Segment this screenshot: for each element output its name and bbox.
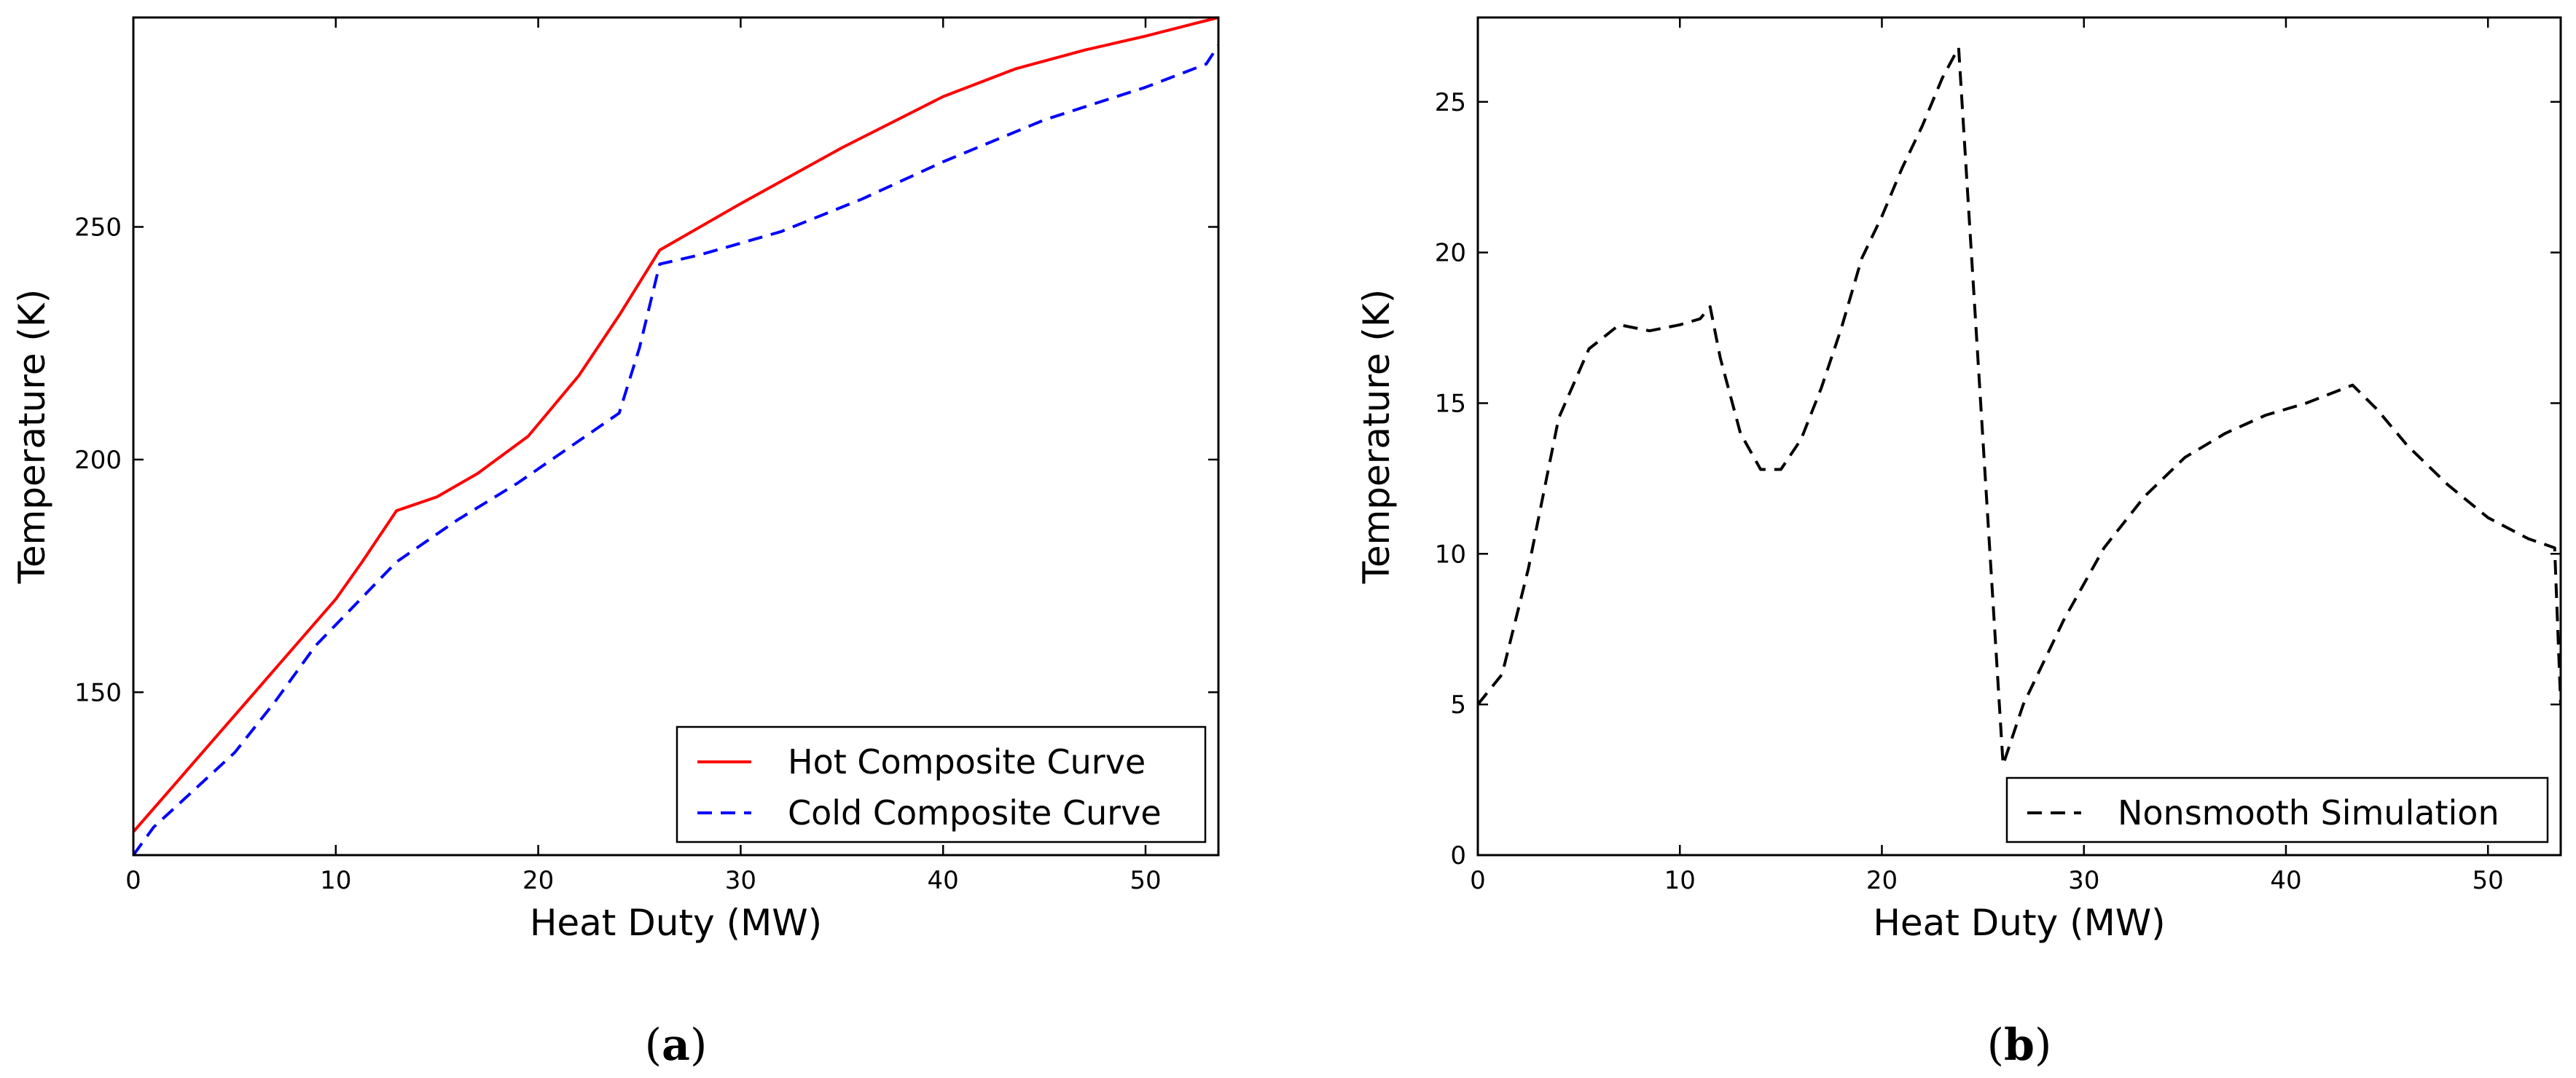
- panel-b-x-tick-label: 40: [2270, 866, 2301, 895]
- panel-b-plot-frame: [1476, 16, 2562, 857]
- panel-a-chart: 0 10 20 30 40 50 150 200 250 Heat Duty (MW) Temp…: [11, 16, 1220, 1071]
- panel-a-y-tick-label: 250: [74, 213, 122, 243]
- panel-b-x-tick-label: 50: [2473, 866, 2504, 895]
- panel-a-ticks: 0 10 20 30 40 50 150 200 250: [74, 17, 1218, 895]
- panel-a-x-tick-label: 30: [725, 866, 756, 895]
- panel-b-y-tick-label: 20: [1435, 239, 1466, 268]
- panel-b-label-letter: b: [2004, 1020, 2035, 1071]
- panel-b-y-tick-label: 5: [1450, 691, 1466, 720]
- panel-b-y-axis-label: Temperature (K): [1355, 289, 1398, 584]
- panel-b-chart: 0 10 20 30 40 50 0 5 10 15 20 25 Heat Duty (MW) Tem…: [1355, 16, 2562, 1071]
- panel-a-x-tick-label: 40: [928, 866, 959, 895]
- panel-b-x-tick-label: 0: [1470, 866, 1486, 895]
- panel-b-y-tick-label: 10: [1435, 540, 1466, 569]
- panel-a-x-tick-label: 50: [1130, 866, 1161, 895]
- panel-a-legend-box: [676, 725, 1207, 843]
- panel-b-label: (b): [1987, 1020, 2052, 1071]
- panel-a-y-axis-label: Temperature (K): [11, 289, 53, 584]
- panel-b-x-axis-label: Heat Duty (MW): [1873, 902, 2165, 944]
- panel-b-y-tick-label: 25: [1435, 88, 1466, 117]
- panel-b-legend-box: [2005, 776, 2549, 843]
- panel-b-x-tick-label: 20: [1866, 866, 1898, 895]
- panel-b-y-tick-label: 0: [1450, 841, 1466, 870]
- panel-a-y-tick-label: 150: [74, 678, 122, 707]
- panel-a-x-tick-label: 10: [320, 866, 351, 895]
- panel-b-series-line-1: [1478, 46, 2561, 766]
- panel-a-plot-frame: [132, 16, 1220, 857]
- panel-a-marks: [133, 17, 1218, 855]
- panel-b-legend-label-1: Nonsmooth Simulation: [2118, 793, 2499, 833]
- panel-b-marks: [1478, 46, 2561, 766]
- panel-a-series-line-2: [133, 44, 1218, 855]
- panel-a-label: (a): [645, 1020, 708, 1071]
- panel-a-y-tick-label: 200: [74, 446, 122, 475]
- panel-b-legend: Nonsmooth Simulation: [2005, 776, 2549, 843]
- panel-a-x-tick-label: 20: [522, 866, 554, 895]
- panel-a-legend: Hot Composite Curve Cold Composite Curve: [676, 725, 1207, 843]
- panel-a-x-tick-label: 0: [125, 866, 141, 895]
- panel-a-series-line-1: [133, 17, 1218, 833]
- panel-b-y-tick-label: 15: [1435, 389, 1466, 418]
- panel-a-legend-label-1: Hot Composite Curve: [788, 742, 1146, 782]
- panel-b-x-tick-label: 30: [2068, 866, 2099, 895]
- panel-a-legend-label-2: Cold Composite Curve: [788, 793, 1162, 833]
- panel-b-ticks: 0 10 20 30 40 50 0 5 10 15 20 25: [1435, 17, 2561, 895]
- panel-b-x-tick-label: 10: [1664, 866, 1696, 895]
- panel-a-label-letter: a: [662, 1020, 690, 1071]
- panel-a-x-axis-label: Heat Duty (MW): [530, 902, 822, 944]
